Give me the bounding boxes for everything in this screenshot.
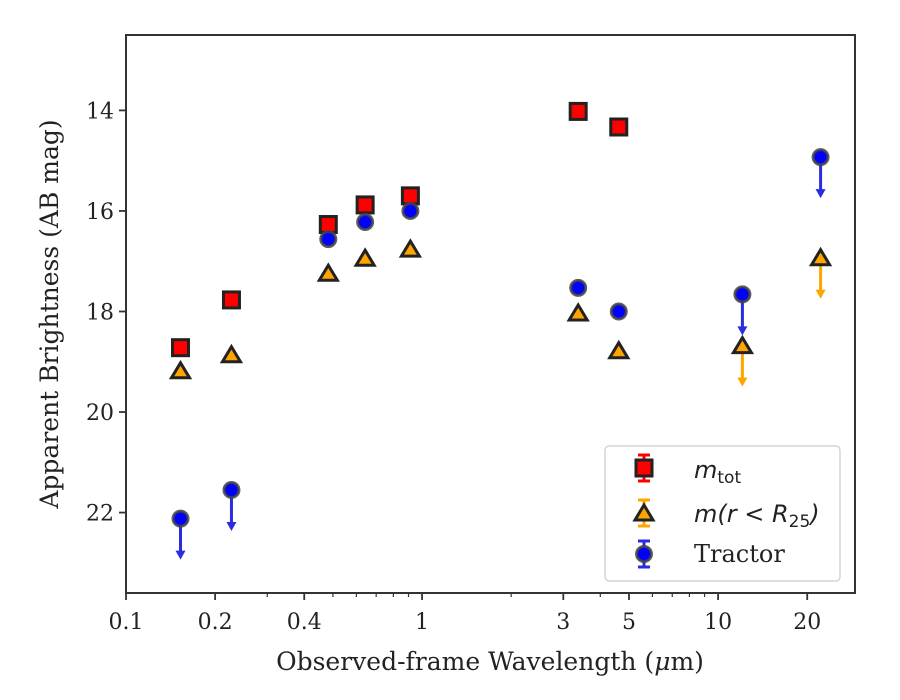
legend-box [604, 445, 841, 582]
mr25-point [219, 343, 244, 364]
x-tick-label: 0.1 [109, 610, 144, 635]
mr25-point [566, 302, 590, 322]
mtot-point [355, 195, 375, 215]
mr25-point [398, 238, 423, 258]
tractor-point [811, 148, 830, 167]
tractor-point [609, 302, 628, 321]
x-tick-label: 0.2 [198, 610, 233, 635]
x-tick-label: 20 [793, 610, 821, 635]
tractor-point [171, 509, 190, 528]
x-tick-label: 0.4 [287, 610, 322, 635]
x-axis-label: Observed-frame Wavelength (μm) [276, 647, 704, 676]
y-axis-label: Apparent Brightness (AB mag) [35, 119, 64, 509]
y-tick-label: 14 [86, 99, 114, 124]
axis-ticks: 0.1 0.2 0.4 1 3 5 10 20 14 16 18 20 22 [86, 99, 821, 635]
y-tick-label: 20 [86, 401, 114, 426]
y-tick-label: 18 [86, 300, 114, 325]
mr25-point [730, 334, 755, 355]
tractor-point [319, 230, 338, 249]
y-tick-label: 22 [86, 502, 114, 527]
upper-limit-arrow-head [737, 377, 748, 387]
mr25-point [316, 262, 340, 282]
mtot-point [400, 186, 420, 206]
upper-limit-arrow-head [815, 289, 826, 299]
x-tick-label: 1 [415, 610, 429, 635]
mtot-point [221, 290, 241, 310]
y-tick-label: 16 [86, 200, 114, 225]
tractor-point [356, 213, 375, 232]
upper-limit-arrow-head [175, 550, 186, 560]
tractor-point [733, 285, 752, 304]
tractor-point [222, 480, 241, 499]
mtot-point [609, 117, 629, 137]
mr25-point [808, 246, 833, 267]
tractor-point [569, 278, 588, 297]
plot-frame [125, 34, 856, 594]
legend-label-mr25: m(r < R25) [694, 500, 820, 532]
mtot-point [171, 338, 191, 358]
x-tick-label: 5 [622, 610, 636, 635]
legend-swatch-mtot [634, 453, 654, 483]
mtot-point [568, 101, 588, 121]
mr25-point [607, 339, 631, 360]
upper-limit-arrow-head [226, 521, 237, 531]
upper-limit-arrow-head [737, 326, 748, 336]
data-marks [168, 101, 833, 560]
legend-label-mtot: mtot [694, 456, 741, 488]
x-tick-label: 3 [556, 610, 570, 635]
x-tick-label: 10 [704, 610, 732, 635]
tractor-point [401, 201, 420, 220]
legend-swatch-tractor [635, 539, 653, 569]
upper-limit-arrow-head [815, 189, 826, 199]
mr25-point [168, 359, 193, 380]
legend-label-tractor: Tractor [694, 540, 785, 568]
legend-swatch-mr25 [632, 498, 656, 528]
legend: mtot m(r < R25) Tractor [604, 445, 841, 582]
mr25-point [353, 247, 377, 267]
